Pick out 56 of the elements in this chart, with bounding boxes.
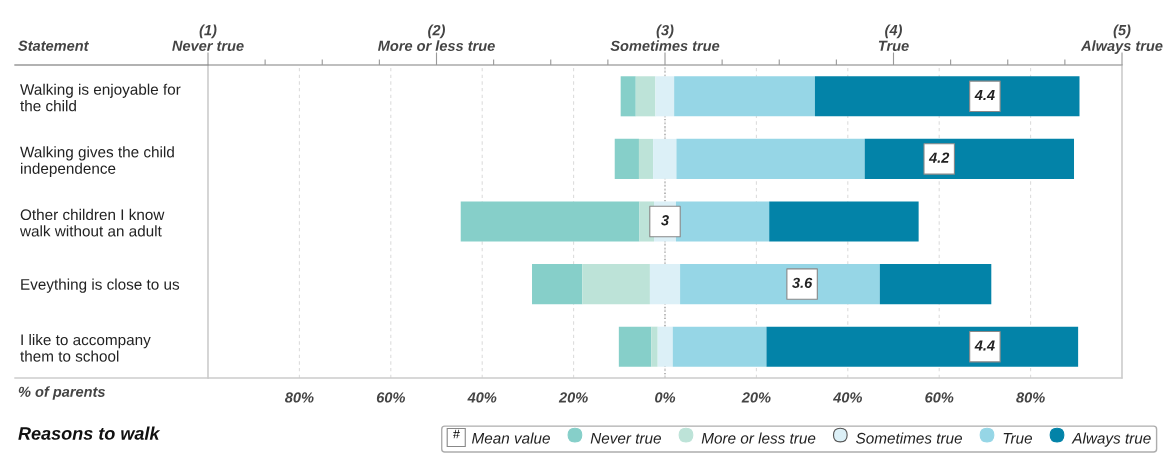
bar [674,76,815,117]
bar [653,138,677,179]
data-label: 3 [661,215,669,226]
legend-label: More or less true [701,432,816,444]
legend-label: Always true [1071,432,1151,447]
text: Reasons to walk [18,426,161,440]
y-axis-title: Statement [18,40,89,51]
x-tick-label: 0% [655,392,676,403]
y-tick-label: Other children I know walk without an adult [19,208,165,237]
y-tick-label: Walking gives the child independence [20,146,174,177]
legend-label: True [1003,433,1033,444]
data-label: 3.6 [792,277,813,289]
bar [676,138,865,179]
bar [649,264,681,305]
bar [672,326,767,367]
x2-tick-label: (4) True [878,24,909,52]
x-tick-label: 20% [558,392,588,403]
data-label: 4.4 [974,90,995,101]
bar [638,138,654,179]
x2-tick-label: (5) Always true [1080,24,1163,54]
y-tick-label: Walking is enjoyable for the child [20,83,181,112]
bar [766,326,1079,367]
x-tick-label: 40% [832,392,862,403]
data-label: 4.4 [974,340,995,351]
bar [814,76,1080,117]
bar [879,264,992,305]
x-tick-label: 60% [925,392,954,403]
point [649,205,681,238]
bar [620,76,636,117]
bar [618,326,652,367]
x2-tick-label: (1) Never true [172,24,244,52]
y-tick-label: Eveything is close to us [21,278,180,293]
x-tick-label: 20% [741,392,771,403]
bar [614,138,639,179]
bar [460,201,640,242]
x2-tick-label: (2) More or less true [378,24,495,52]
bar [532,264,583,305]
x-axis-title: % of parents [18,386,106,400]
legend-label: Never true [590,433,661,444]
x-tick-label: 40% [467,392,497,403]
x2-tick-label: (3) Sometimes true [610,24,720,52]
text: # [453,429,460,439]
bar [657,326,673,367]
bar [655,76,675,117]
data-label: 4.2 [928,152,950,163]
bar [635,76,656,117]
bar [675,201,770,242]
bar [769,201,919,242]
bar [651,326,658,367]
x-tick-label: 80% [285,392,314,403]
legend-label: Sometimes true [856,432,963,444]
bar [582,264,650,305]
x-tick-label: 80% [1016,392,1045,403]
legend-label: Mean value [471,432,550,444]
x-tick-label: 60% [376,392,405,403]
y-tick-label: I like to accompany them to school [20,334,151,362]
